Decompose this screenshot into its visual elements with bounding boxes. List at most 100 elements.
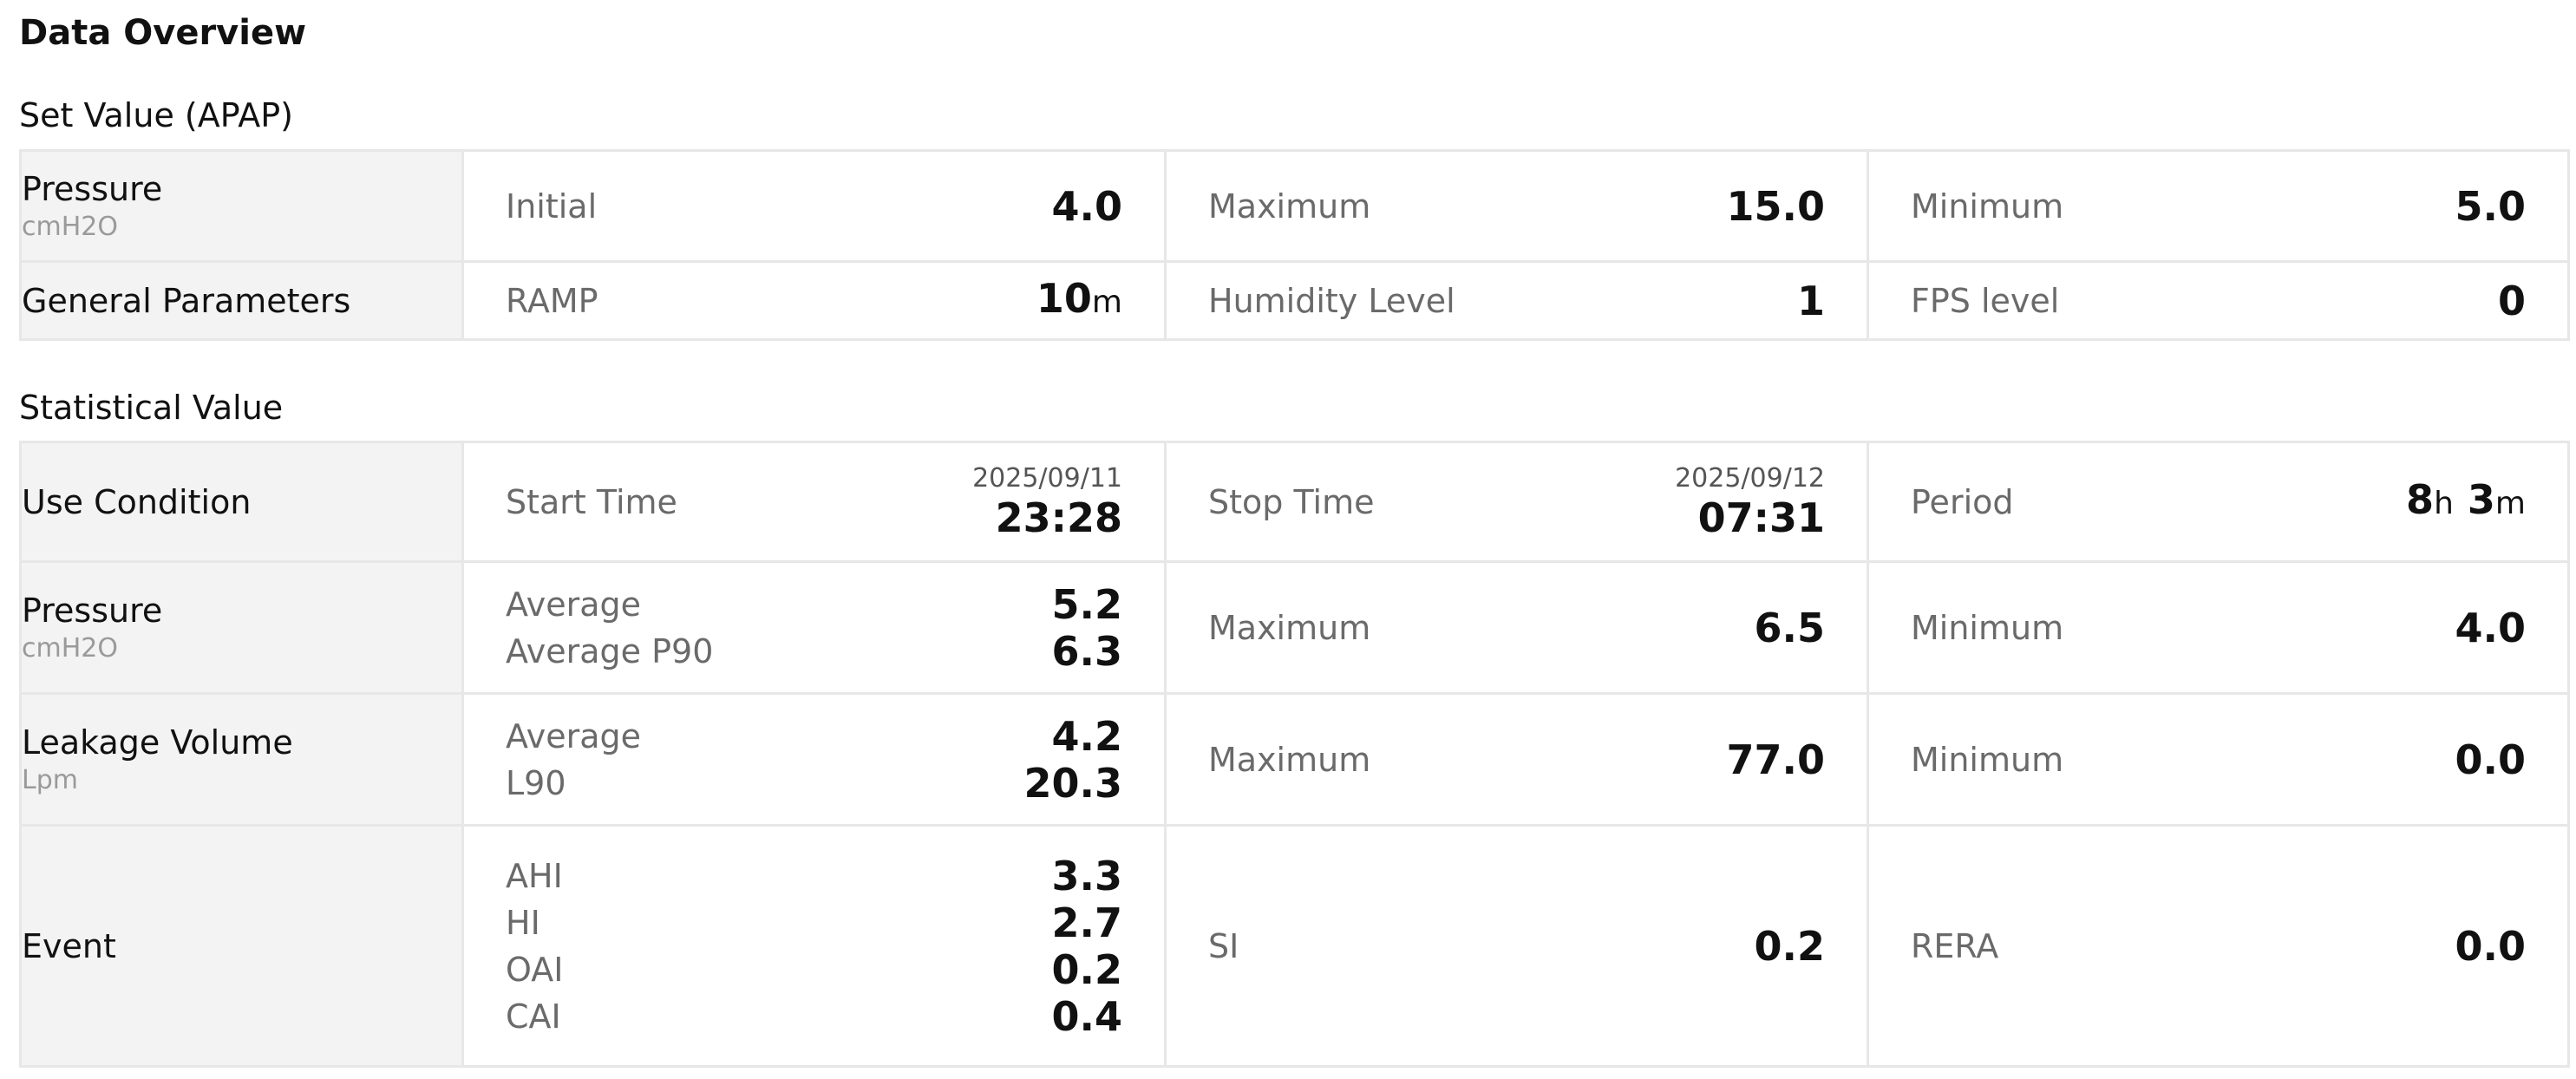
leakage-maximum-cell: Maximum 77.0 [1164, 692, 1869, 827]
cell-label: HI [506, 903, 540, 942]
row-unit: Lpm [22, 764, 78, 795]
row-label: Leakage Volume [22, 723, 293, 762]
cell-label: Maximum [1208, 740, 1371, 779]
cell-label: L90 [506, 763, 566, 802]
page-title: Data Overview [19, 13, 307, 53]
row-header-event: Event [19, 824, 464, 1068]
stop-time-cell: Stop Time 2025/09/12 07:31 [1164, 441, 1869, 563]
cell-value: 4.2 [1051, 712, 1123, 760]
cell-label: Humidity Level [1208, 281, 1455, 320]
row-unit: cmH2O [22, 211, 118, 242]
cell-label: AHI [506, 856, 563, 895]
row-label: General Parameters [22, 281, 351, 320]
pressure-average-cell: Average 5.2 Average P90 6.3 [461, 560, 1167, 695]
statistical-value-title: Statistical Value [19, 389, 284, 427]
cell-label: CAI [506, 997, 561, 1036]
table-row: Event AHI 3.3 HI 2.7 OAI 0.2 CAI 0.4 [19, 824, 2570, 1068]
period-h-unit: h [2434, 486, 2454, 521]
cell-label: Start Time [506, 482, 677, 521]
row-header-pressure: Pressure cmH2O [19, 560, 464, 695]
period-m-unit: m [2494, 486, 2526, 521]
start-date: 2025/09/11 [972, 462, 1122, 494]
row-header-use-condition: Use Condition [19, 441, 464, 563]
set-value-title: Set Value (APAP) [19, 96, 293, 134]
cell-value: 6.5 [1754, 604, 1826, 651]
cell-label: RERA [1911, 926, 1999, 965]
cell-label: Average P90 [506, 631, 714, 670]
cell-label: OAI [506, 950, 564, 989]
cell-value: 0.2 [1051, 945, 1123, 993]
si-cell: SI 0.2 [1164, 824, 1869, 1068]
leakage-minimum-cell: Minimum 0.0 [1867, 692, 2570, 827]
leakage-average-cell: Average 4.2 L90 20.3 [461, 692, 1167, 827]
cell-value: 6.3 [1051, 627, 1123, 675]
cell-value: 1 [1796, 277, 1825, 324]
cell-label: Minimum [1911, 740, 2064, 779]
row-label: Use Condition [22, 482, 252, 521]
cell-label: RAMP [506, 281, 598, 320]
minimum-cell: Minimum 5.0 [1867, 149, 2570, 263]
period-hours: 8 [2406, 476, 2435, 523]
start-time: 23:28 [995, 494, 1122, 541]
cell-label: Stop Time [1208, 482, 1375, 521]
row-label: Pressure [22, 169, 163, 208]
cell-label: Minimum [1911, 608, 2064, 647]
row-label: Pressure [22, 591, 163, 630]
cell-label: Maximum [1208, 608, 1371, 647]
cell-label: Maximum [1208, 186, 1371, 226]
period-minutes: 3 [2467, 476, 2495, 523]
stop-time: 07:31 [1697, 494, 1825, 541]
cell-label: Minimum [1911, 186, 2064, 226]
cell-value: 20.3 [1023, 759, 1123, 807]
table-row: Pressure cmH2O Initial 4.0 Maximum 15.0 … [19, 149, 2570, 263]
ramp-cell: RAMP 10m [461, 260, 1167, 341]
cell-value: 0.0 [2455, 736, 2527, 783]
humidity-cell: Humidity Level 1 [1164, 260, 1869, 341]
row-unit: cmH2O [22, 632, 118, 664]
row-header-pressure: Pressure cmH2O [19, 149, 464, 263]
cell-value: 0.0 [2455, 922, 2527, 970]
event-indices-cell: AHI 3.3 HI 2.7 OAI 0.2 CAI 0.4 [461, 824, 1167, 1068]
cell-value: 0.2 [1754, 922, 1826, 970]
cell-value: 2025/09/12 07:31 [1675, 463, 1825, 541]
cell-value: 2025/09/11 23:28 [972, 463, 1122, 541]
cell-label: Average [506, 716, 642, 755]
pressure-minimum-cell: Minimum 4.0 [1867, 560, 2570, 695]
cell-value: 10m [1036, 275, 1122, 326]
row-label: Event [22, 926, 116, 965]
cell-value: 4.0 [2455, 604, 2527, 651]
period-cell: Period 8h 3m [1867, 441, 2570, 563]
fps-cell: FPS level 0 [1867, 260, 2570, 341]
table-row: Pressure cmH2O Average 5.2 Average P90 6… [19, 560, 2570, 695]
cell-value: 2.7 [1051, 899, 1123, 946]
cell-label: Average [506, 585, 642, 624]
ramp-value: 10 [1036, 275, 1092, 322]
table-row: General Parameters RAMP 10m Humidity Lev… [19, 260, 2570, 341]
set-value-table: Pressure cmH2O Initial 4.0 Maximum 15.0 … [19, 149, 2570, 341]
table-row: Use Condition Start Time 2025/09/11 23:2… [19, 441, 2570, 563]
cell-label: SI [1208, 926, 1239, 965]
ramp-unit: m [1091, 284, 1122, 320]
cell-label: Initial [506, 186, 598, 226]
cell-value: 0 [2497, 277, 2526, 324]
stop-date: 2025/09/12 [1675, 462, 1825, 494]
cell-value: 15.0 [1726, 182, 1826, 230]
cell-value: 8h 3m [2406, 476, 2526, 527]
cell-value: 77.0 [1726, 736, 1826, 783]
maximum-cell: Maximum 15.0 [1164, 149, 1869, 263]
cell-label: Period [1911, 482, 2014, 521]
pressure-maximum-cell: Maximum 6.5 [1164, 560, 1869, 695]
cell-value: 5.2 [1051, 580, 1123, 628]
cell-value: 4.0 [1051, 182, 1123, 230]
statistical-value-table: Use Condition Start Time 2025/09/11 23:2… [19, 441, 2570, 1068]
start-time-cell: Start Time 2025/09/11 23:28 [461, 441, 1167, 563]
cell-label: FPS level [1911, 281, 2060, 320]
row-header-general: General Parameters [19, 260, 464, 341]
rera-cell: RERA 0.0 [1867, 824, 2570, 1068]
row-header-leakage: Leakage Volume Lpm [19, 692, 464, 827]
cell-value: 3.3 [1051, 852, 1123, 899]
cell-value: 0.4 [1051, 992, 1123, 1040]
cell-value: 5.0 [2455, 182, 2527, 230]
initial-cell: Initial 4.0 [461, 149, 1167, 263]
